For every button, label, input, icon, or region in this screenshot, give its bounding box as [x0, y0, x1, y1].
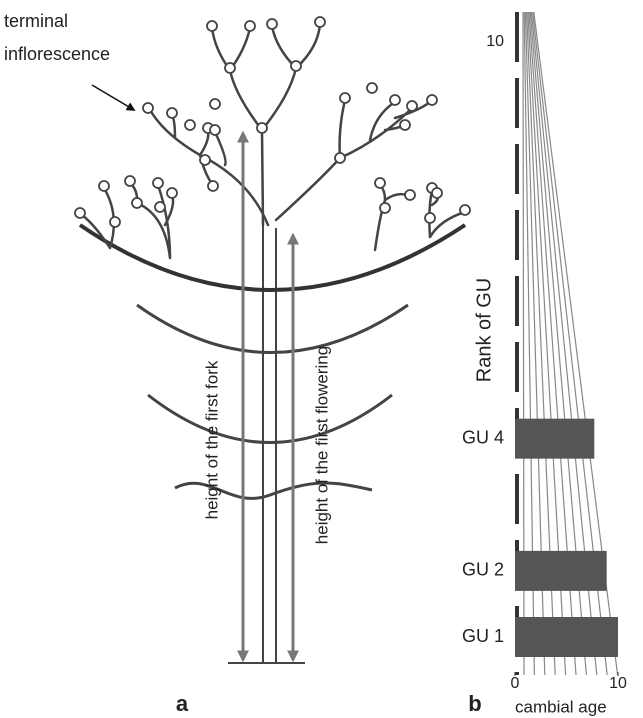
panel-label: a [176, 691, 189, 716]
arrow-label: height of the first fork [202, 360, 221, 519]
tree [75, 17, 470, 663]
x-tick-label: 10 [609, 675, 627, 692]
y-axis-label: Rank of GU [473, 278, 495, 382]
bar [515, 419, 594, 459]
y-tick-label: 10 [486, 33, 504, 50]
figure: terminal inflorescence height of the fir… [0, 0, 643, 718]
y-tick-label: GU 4 [462, 427, 504, 447]
arrow-label: height of the first flowering [312, 346, 331, 544]
x-tick-label: 0 [511, 675, 520, 692]
annotation: inflorescence [4, 44, 110, 64]
bar [515, 617, 618, 657]
annotation: terminal [4, 11, 68, 31]
y-tick-label: GU 2 [462, 560, 504, 580]
x-axis-label: cambial age [515, 697, 607, 716]
y-tick-label: GU 1 [462, 626, 504, 646]
panel-label: b [468, 691, 481, 716]
bar [515, 551, 607, 591]
